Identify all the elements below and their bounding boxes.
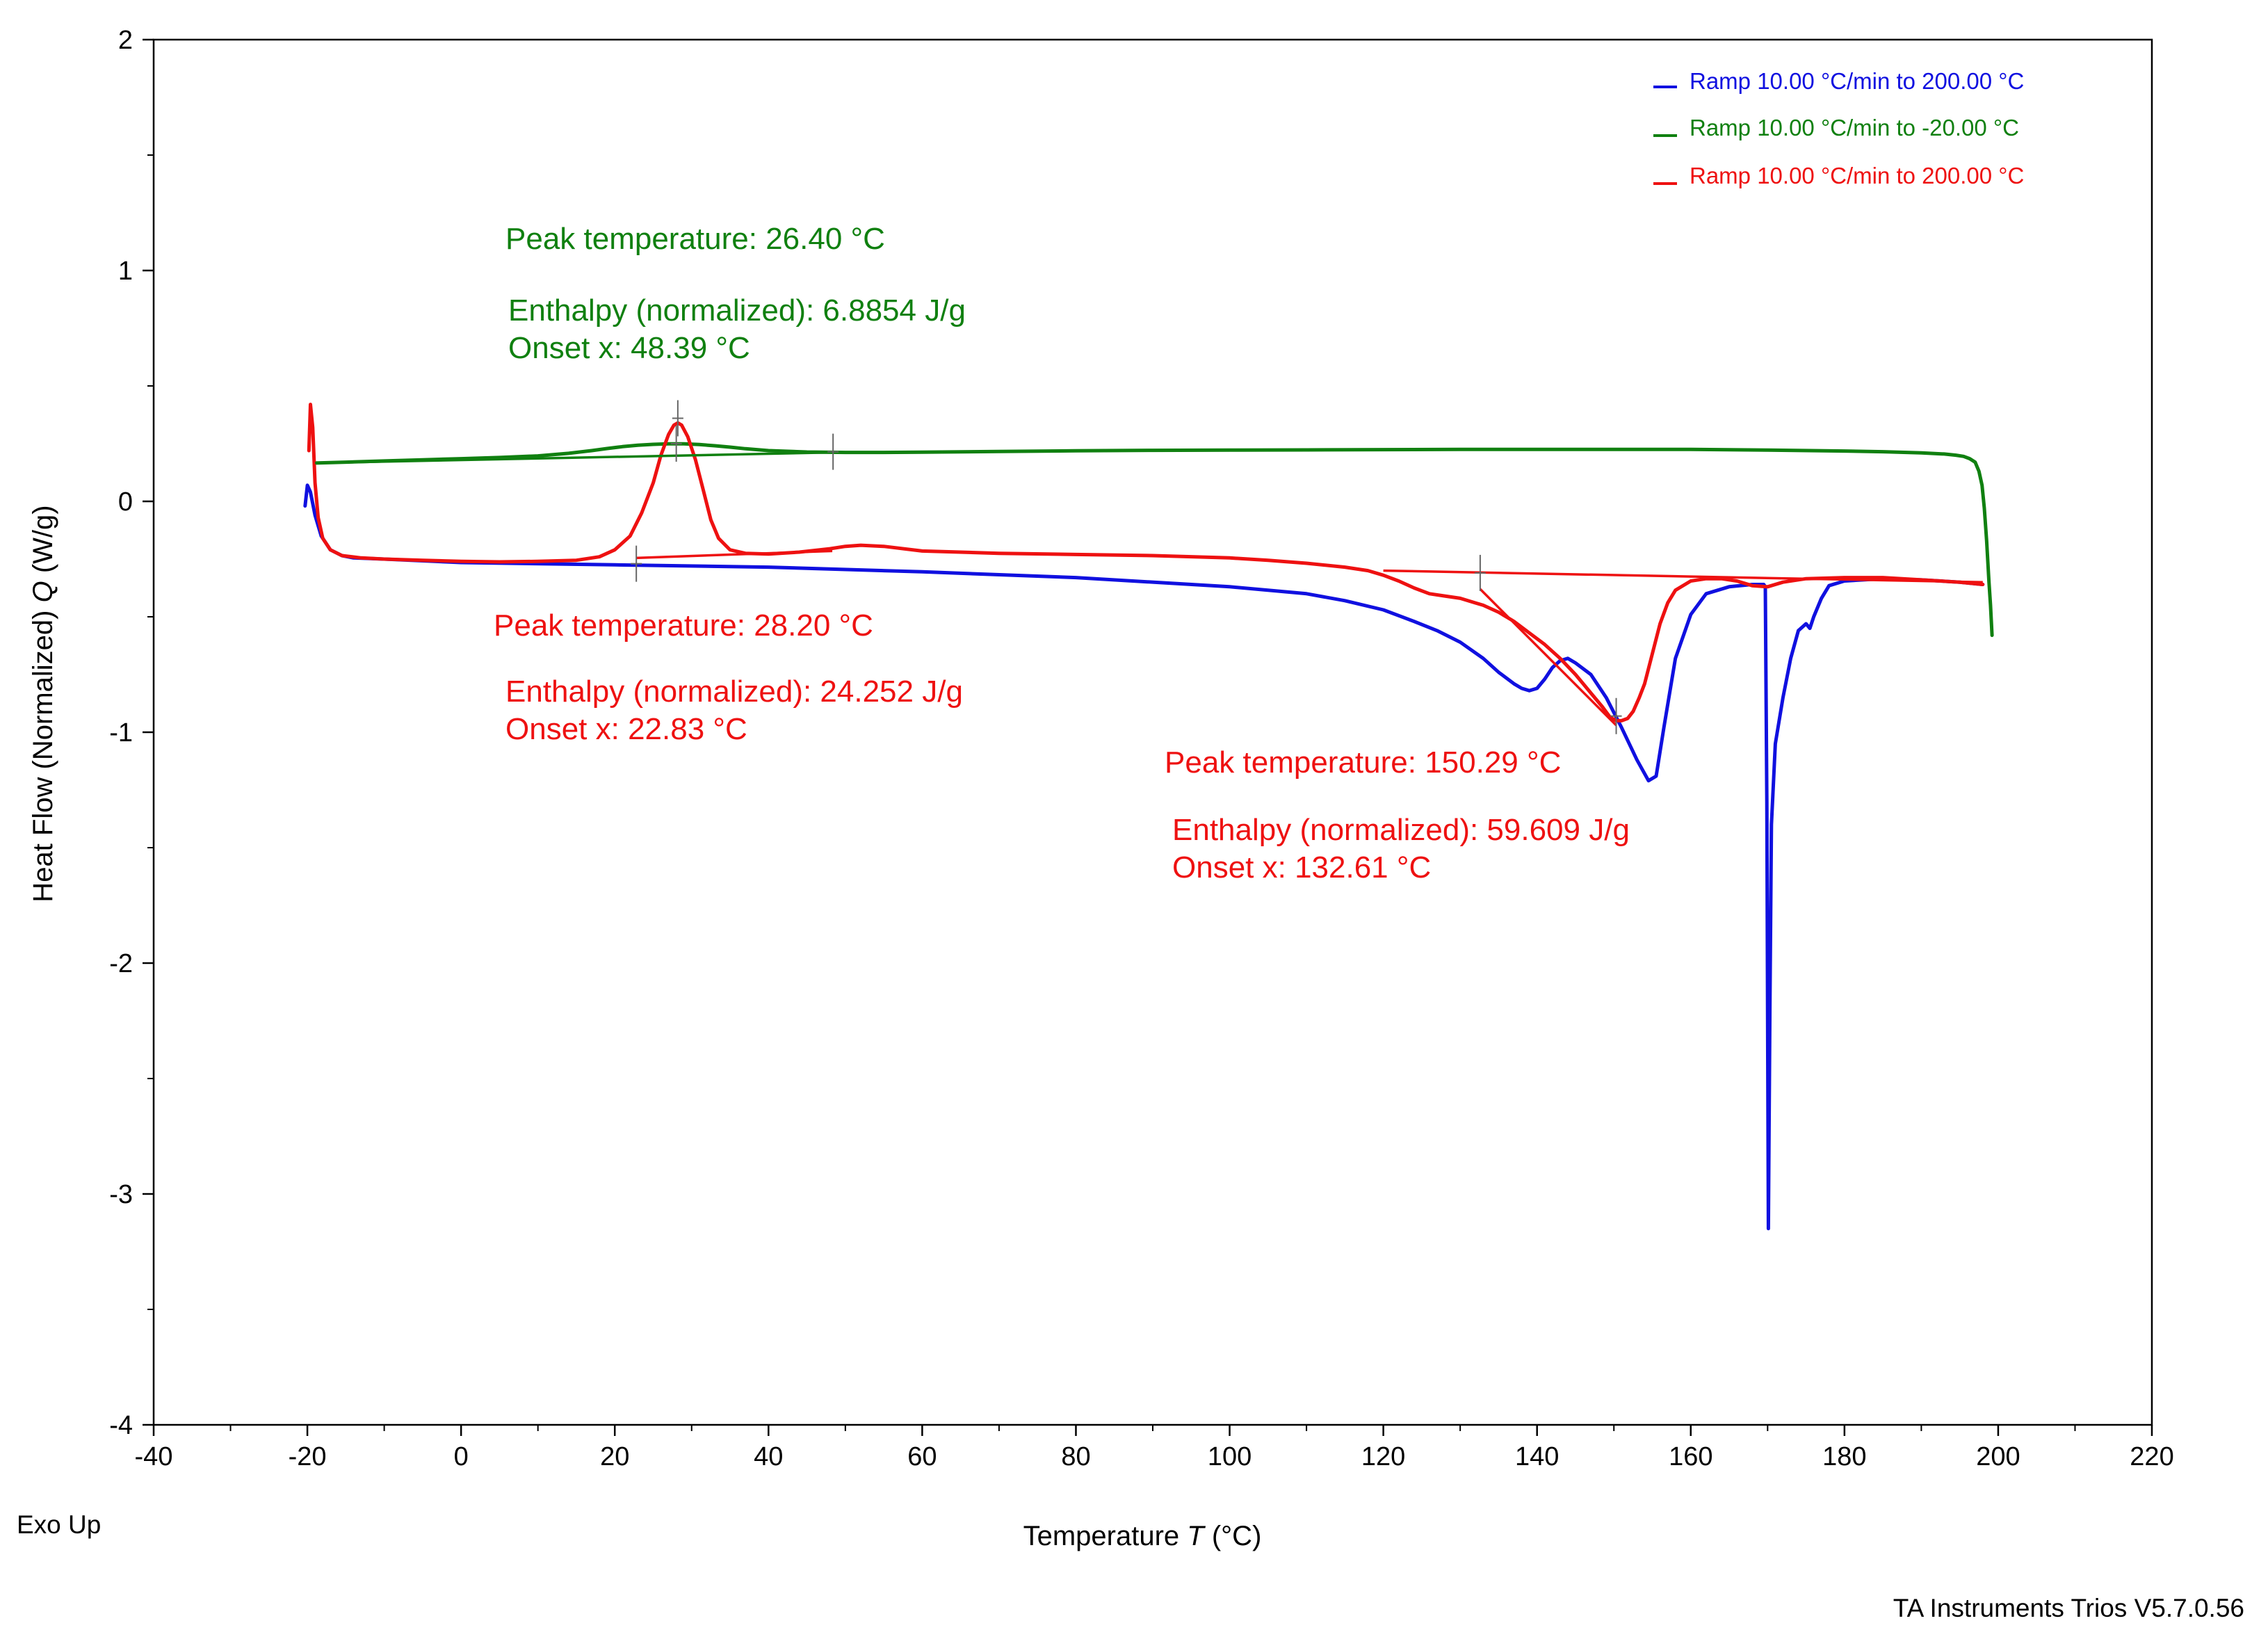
series-heating-1-line xyxy=(303,483,1985,1231)
x-tick-label: 20 xyxy=(600,1442,629,1471)
y-tick-label: -2 xyxy=(109,949,133,978)
annotation-red2-peak-temperature: Peak temperature: 150.29 °C xyxy=(1165,745,1561,780)
x-tick-label: 80 xyxy=(1061,1442,1090,1471)
x-tick-label: 120 xyxy=(1361,1442,1405,1471)
software-version-note: TA Instruments Trios V5.7.0.56 xyxy=(1893,1594,2244,1622)
annotation-red-peak-1: Peak temperature: 28.20 °C Enthalpy (nor… xyxy=(494,608,963,746)
x-tick-label: 40 xyxy=(754,1442,783,1471)
x-tick-label: -20 xyxy=(289,1442,327,1471)
exo-up-note: Exo Up xyxy=(17,1510,101,1539)
x-tick-label: 140 xyxy=(1515,1442,1559,1471)
legend: Ramp 10.00 °C/min to 200.00 °C Ramp 10.0… xyxy=(1653,68,2024,188)
annotation-green-onset: Onset x: 48.39 °C xyxy=(508,331,750,365)
y-tick-label: 0 xyxy=(118,487,133,517)
integration-baseline xyxy=(1479,588,1617,727)
integration-baseline xyxy=(636,549,833,560)
annotation-red1-enthalpy: Enthalpy (normalized): 24.252 J/g xyxy=(505,675,963,709)
annotation-red2-onset: Onset x: 132.61 °C xyxy=(1172,850,1431,885)
annotation-green-peak-temperature: Peak temperature: 26.40 °C xyxy=(505,222,885,256)
legend-entry-green: Ramp 10.00 °C/min to -20.00 °C xyxy=(1690,115,2019,140)
x-tick-label: 160 xyxy=(1669,1442,1712,1471)
legend-entry-blue: Ramp 10.00 °C/min to 200.00 °C xyxy=(1690,68,2024,94)
integration-baseline xyxy=(315,451,834,465)
x-tick-label: 60 xyxy=(907,1442,937,1471)
y-tick-label: -1 xyxy=(109,718,133,748)
annotation-red1-peak-temperature: Peak temperature: 28.20 °C xyxy=(494,608,873,643)
x-tick-label: 220 xyxy=(2130,1442,2173,1471)
annotation-red1-onset: Onset x: 22.83 °C xyxy=(505,712,747,746)
y-tick-label: 1 xyxy=(118,257,133,286)
annotation-red2-enthalpy: Enthalpy (normalized): 59.609 J/g xyxy=(1172,813,1630,847)
y-tick-label: 2 xyxy=(118,26,133,55)
x-tick-label: 180 xyxy=(1822,1442,1866,1471)
series-cooling-line xyxy=(313,442,1994,638)
series-heating-2-line xyxy=(307,403,1985,722)
series-layer xyxy=(303,403,1994,1231)
x-tick-label: -40 xyxy=(135,1442,173,1471)
ticks-layer: -40 -20 0 20 40 60 80 100 120 140 160 180 200 220-4-3… xyxy=(109,26,2174,1471)
x-axis-title: Temperature T (°C) xyxy=(1023,1521,1262,1551)
legend-entry-red: Ramp 10.00 °C/min to 200.00 °C xyxy=(1690,163,2024,188)
x-tick-label: 200 xyxy=(1976,1442,2020,1471)
x-tick-label: 100 xyxy=(1208,1442,1252,1471)
annotation-green-enthalpy: Enthalpy (normalized): 6.8854 J/g xyxy=(508,293,966,328)
annotation-green-peak: Peak temperature: 26.40 °C Enthalpy (nor… xyxy=(505,222,966,365)
marker-layer xyxy=(631,400,1622,734)
y-axis-title: Heat Flow (Normalized) Q (W/g) xyxy=(28,505,58,902)
x-tick-label: 0 xyxy=(454,1442,469,1471)
y-tick-label: -3 xyxy=(109,1180,133,1209)
y-tick-label: -4 xyxy=(109,1411,133,1440)
annotation-red-peak-2: Peak temperature: 150.29 °C Enthalpy (no… xyxy=(1165,745,1630,885)
